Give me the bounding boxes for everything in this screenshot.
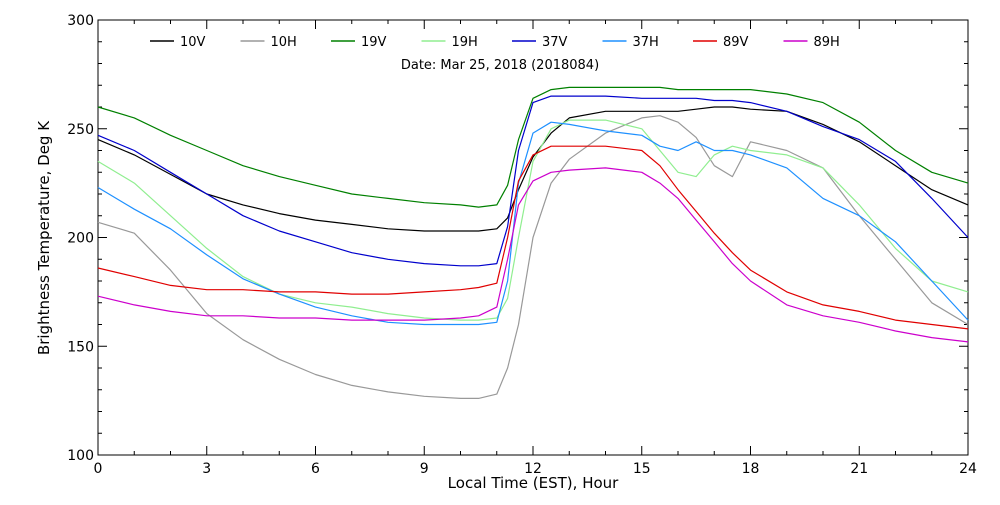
legend-label-37h: 37H (633, 35, 659, 50)
x-tick-label: 0 (94, 461, 103, 477)
series-line-89h (97, 167, 969, 343)
chart-subtitle: Date: Mar 25, 2018 (2018084) (401, 58, 599, 73)
x-tick-label: 9 (420, 461, 429, 477)
series-line-10v (97, 106, 969, 232)
series-line-10h (97, 115, 969, 399)
legend-label-37v: 37V (542, 35, 568, 50)
x-tick-label: 24 (959, 461, 977, 477)
legend-label-89v: 89V (723, 35, 749, 50)
x-tick-label: 18 (742, 461, 760, 477)
y-tick-label: 150 (67, 339, 94, 355)
y-tick-label: 250 (67, 122, 94, 138)
series-line-19v (97, 86, 969, 208)
series-line-37h (97, 121, 969, 326)
legend-label-19v: 19V (361, 35, 387, 50)
series-line-19h (97, 119, 969, 321)
y-tick-label: 100 (67, 448, 94, 464)
y-axis-title: Brightness Temperature, Deg K (35, 120, 53, 355)
legend-label-10v: 10V (180, 35, 206, 50)
y-tick-label: 300 (67, 13, 94, 29)
y-tick-label: 200 (67, 231, 94, 247)
x-tick-label: 12 (524, 461, 542, 477)
x-tick-label: 21 (850, 461, 868, 477)
legend-label-10h: 10H (271, 35, 297, 50)
series-line-37v (97, 95, 969, 267)
x-tick-label: 3 (202, 461, 211, 477)
ticks-layer: 0 3 6 9 12 15 18 21 24 100 150 200 250 300 (67, 13, 977, 477)
series-line-89v (97, 145, 969, 330)
x-tick-label: 15 (633, 461, 651, 477)
x-tick-label: 6 (311, 461, 320, 477)
x-axis-title: Local Time (EST), Hour (448, 474, 619, 492)
series-layer (97, 86, 969, 399)
legend-label-19h: 19H (452, 35, 478, 50)
legend: 10V 10H 19V 19H 37V 37H 89V 89H (150, 35, 840, 50)
legend-label-89h: 89H (814, 35, 840, 50)
